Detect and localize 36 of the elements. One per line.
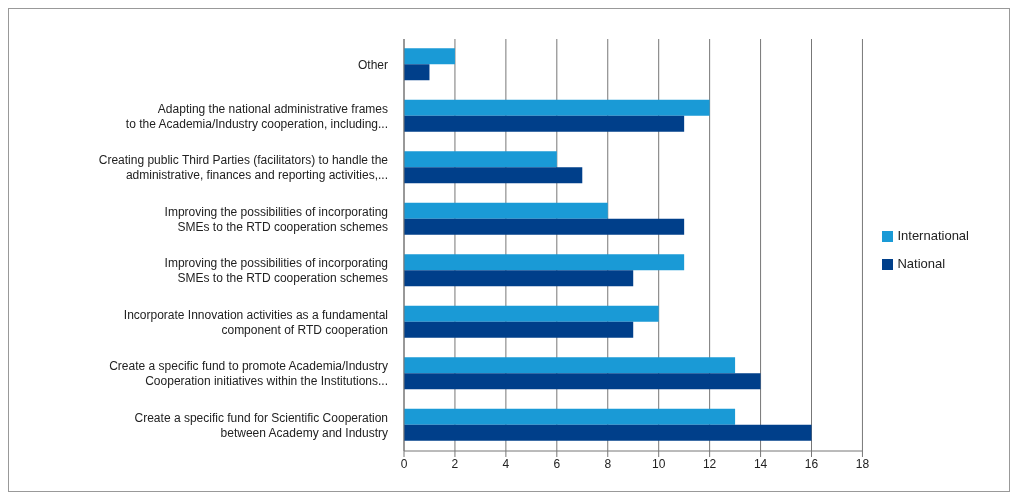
x-tick-label: 10 (652, 456, 666, 471)
bar (404, 321, 634, 338)
x-tick-label: 14 (753, 456, 768, 471)
x-tick-label: 2 (451, 456, 459, 471)
x-tick-label: 4 (502, 456, 510, 471)
bar (404, 64, 430, 81)
y-tick-label: Adapting the national administrative frames to the Academia/Industry cooperation, including... (125, 101, 388, 131)
y-tick-label: Improving the possibilities of incorporating SMEs to the RTD cooperation schemes (164, 204, 388, 234)
x-tick-label: 0 (400, 456, 408, 471)
y-tick-label: Create a specific fund for Scientific Cooperation between Academy and Industry (134, 410, 388, 440)
y-tick-label: Creating public Third Parties (facilitators) to handle the administrative, finances and reporting activities,... (98, 153, 389, 183)
x-tick-label: 16 (804, 456, 819, 471)
y-tick-label: Improving the possibilities of incorporating SMEs to the RTD cooperation schemes (164, 256, 388, 286)
bar (404, 373, 761, 390)
x-tick-label: 6 (553, 456, 561, 471)
bar (404, 254, 685, 271)
x-tick-label: 12 (702, 456, 717, 471)
bar (404, 151, 557, 168)
bar (404, 305, 659, 322)
bar (404, 48, 455, 65)
bar (404, 115, 685, 132)
x-tick-label: 8 (604, 456, 612, 471)
bar (404, 218, 685, 235)
bar (404, 99, 710, 116)
x-tick-label: 18 (855, 456, 870, 471)
y-tick-label: Incorporate Innovation activities as a fundamental component of RTD cooperation (123, 307, 388, 337)
bar (404, 270, 634, 287)
bar (404, 424, 812, 441)
legend-label: National (897, 256, 946, 271)
bar (404, 357, 736, 374)
bar (404, 167, 583, 184)
bar (404, 202, 608, 219)
legend-label: International (897, 228, 969, 243)
y-tick-label: Other (357, 57, 388, 72)
y-tick-label: Create a specific fund to promote Academia/Industry Cooperation initiatives within the Institutions... (109, 359, 388, 389)
bar (404, 408, 736, 425)
